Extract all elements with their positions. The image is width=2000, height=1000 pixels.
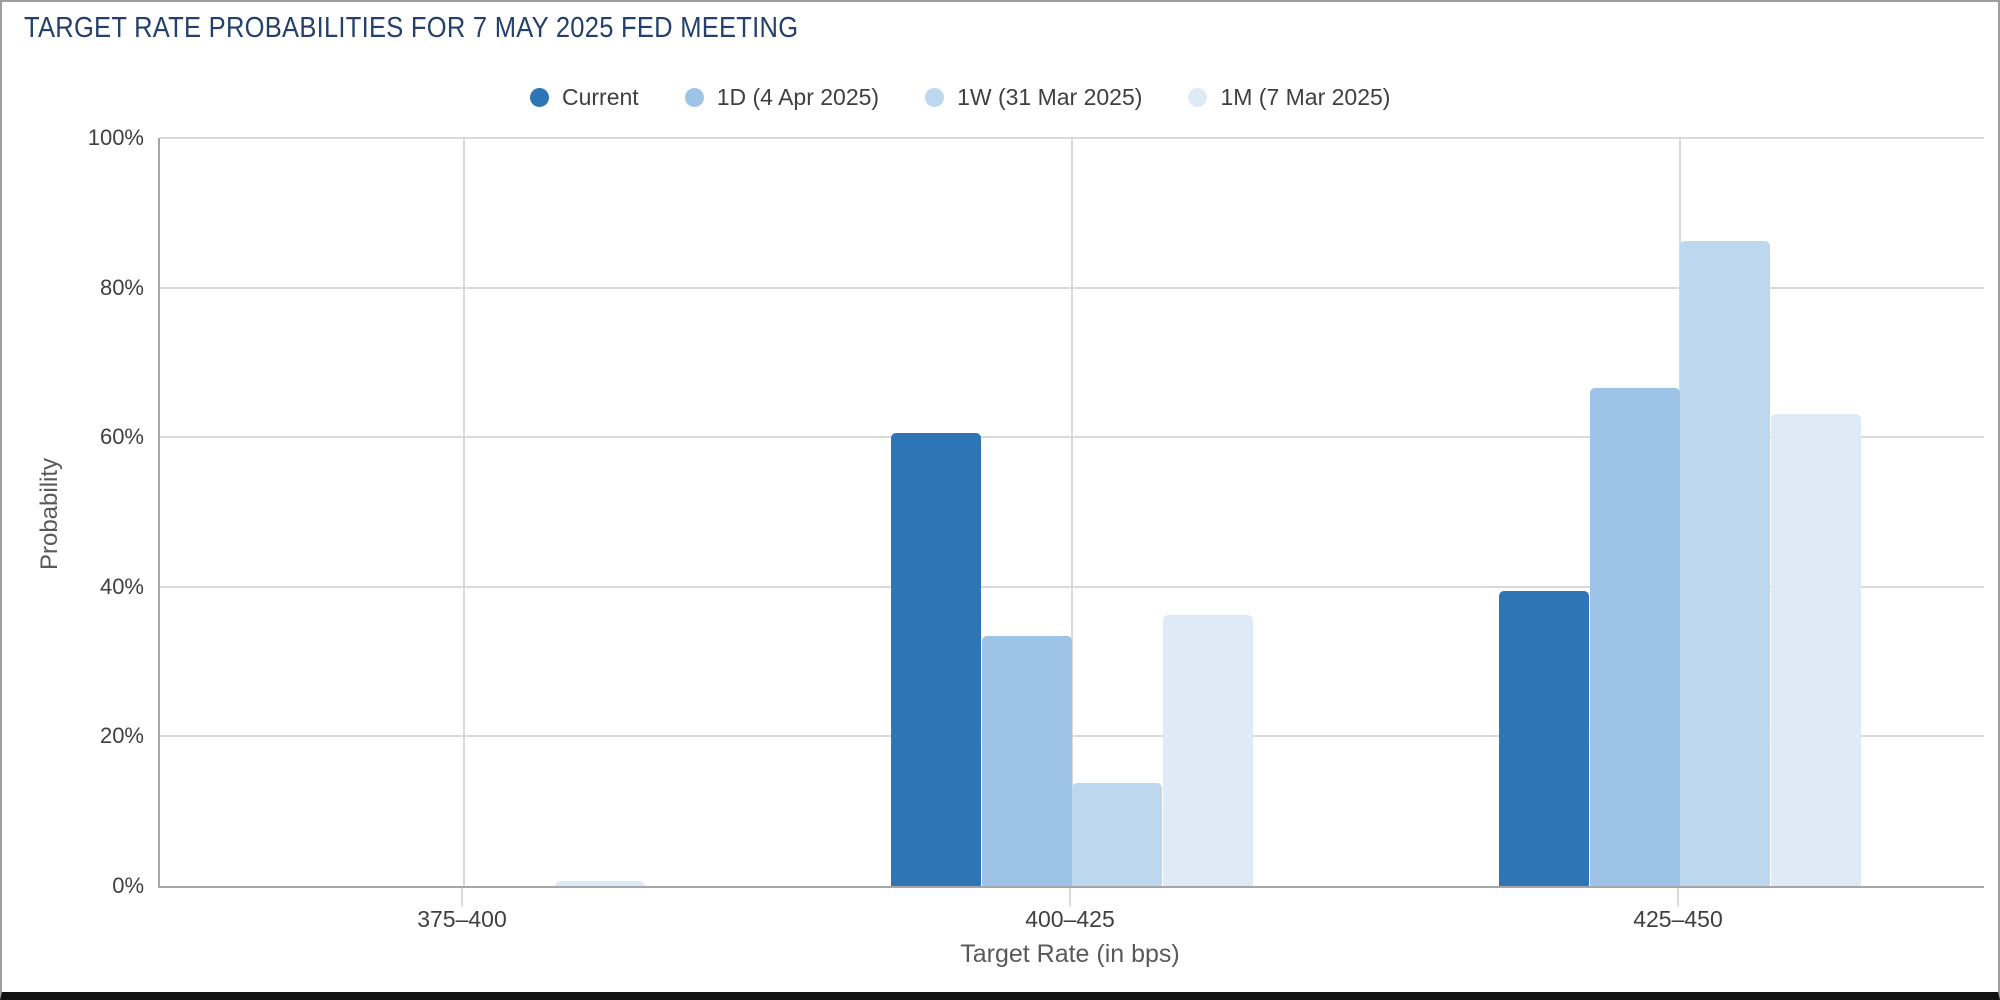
- category-label-425-450: 425–450: [1633, 906, 1723, 932]
- y-tick-label-40: 40%: [99, 573, 144, 599]
- bar-current-425-450[interactable]: [1499, 591, 1589, 886]
- legend-item-1d-4-apr-2025[interactable]: 1D (4 Apr 2025): [684, 83, 880, 111]
- legend-label: 1W (31 Mar 2025): [957, 83, 1143, 110]
- category-group-425-450: [1376, 138, 1984, 886]
- x-axis-title: Target Rate (in bps): [960, 940, 1180, 968]
- legend-label: 1M (7 Mar 2025): [1220, 83, 1391, 110]
- bar-1w-31-mar-2025-400-425[interactable]: [1072, 782, 1162, 886]
- y-tick-label-0: 0%: [112, 873, 144, 898]
- bar-1d-4-apr-2025-425-450[interactable]: [1589, 387, 1680, 886]
- category-group-375-400: [160, 138, 768, 886]
- legend: Current 1D (4 Apr 2025) 1W (31 Mar 2025) 1M…: [530, 82, 1390, 112]
- x-axis-tick-400-425: [1069, 888, 1071, 906]
- y-tick-label-60: 60%: [99, 424, 144, 450]
- legend-label: 1D (4 Apr 2025): [716, 83, 880, 110]
- bar-1m-7-mar-2025-425-450[interactable]: [1770, 414, 1861, 886]
- category-group-400-425: [768, 138, 1376, 886]
- legend-dot-current: [530, 87, 549, 107]
- legend-dot-1m-7-mar-2025: [1188, 87, 1208, 107]
- category-label-400-425: 400–425: [1025, 906, 1115, 932]
- legend-label: Current: [562, 83, 639, 110]
- legend-dot-1d-4-apr-2025: [684, 87, 704, 107]
- y-tick-label-20: 20%: [99, 723, 144, 749]
- bar-1w-31-mar-2025-425-450[interactable]: [1680, 241, 1770, 886]
- bar-1d-4-apr-2025-400-425[interactable]: [981, 636, 1072, 886]
- legend-item-current[interactable]: Current: [530, 84, 639, 111]
- bar-current-400-425[interactable]: [891, 432, 981, 886]
- chart-title: TARGET RATE PROBABILITIES FOR 7 MAY 2025…: [24, 12, 799, 44]
- y-tick-label-100: 100%: [87, 125, 144, 150]
- legend-dot-1w-31-mar-2025: [925, 87, 945, 107]
- gridline-category-400-425: [1071, 138, 1073, 886]
- x-axis-tick-375-400: [461, 888, 463, 906]
- x-axis-tick-425-450: [1677, 888, 1679, 906]
- y-tick-label-80: 80%: [99, 274, 144, 300]
- plot-area: [158, 137, 1984, 888]
- legend-item-1w-31-mar-2025[interactable]: 1W (31 Mar 2025): [925, 84, 1142, 111]
- gridline-category-375-400: [463, 138, 465, 886]
- bar-1m-7-mar-2025-400-425[interactable]: [1162, 615, 1253, 886]
- bar-1m-7-mar-2025-375-400[interactable]: [554, 880, 645, 886]
- category-label-375-400: 375–400: [417, 906, 507, 932]
- legend-item-1m-7-mar-2025[interactable]: 1M (7 Mar 2025): [1188, 84, 1390, 111]
